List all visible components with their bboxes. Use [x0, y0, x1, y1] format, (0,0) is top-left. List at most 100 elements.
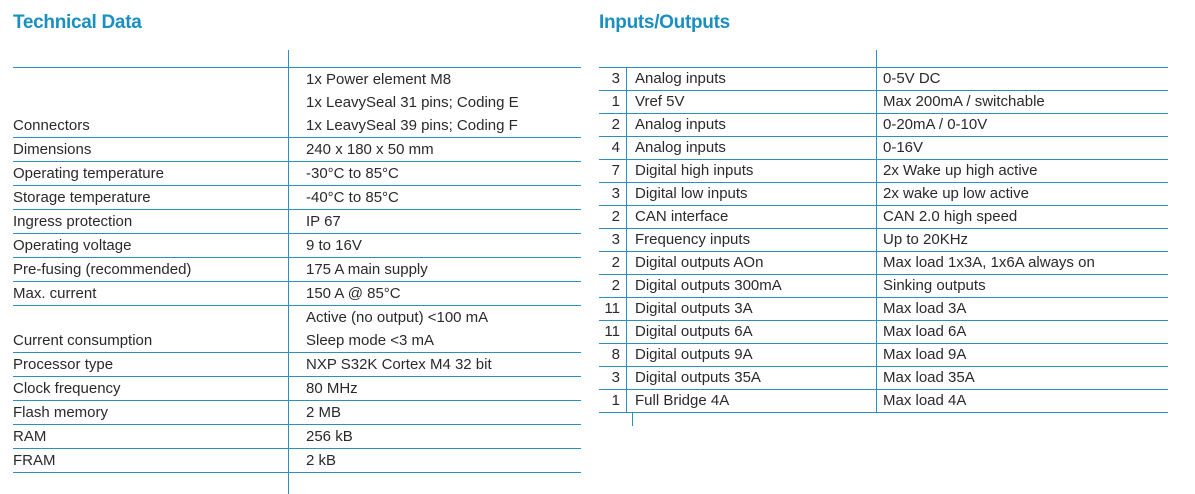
io-quantity: 11: [604, 300, 620, 317]
io-quantity: 2: [611, 254, 620, 271]
table-row: 3 Digital outputs 35A Max load 35A: [599, 366, 1168, 389]
spec-value: 9 to 16V: [288, 234, 580, 257]
spec-value-line: Active (no output) <100 mA: [306, 309, 489, 326]
table-row: 4 Analog inputs 0-16V: [599, 136, 1168, 159]
io-name: Full Bridge 4A: [626, 390, 876, 412]
io-value: Up to 20KHz: [876, 229, 1168, 251]
spec-value: 256 kB: [288, 425, 580, 448]
spec-label: Clock frequency: [13, 380, 121, 397]
spec-label: Operating temperature: [13, 165, 164, 182]
io-name: Digital low inputs: [626, 183, 876, 205]
spec-label: Flash memory: [13, 404, 109, 421]
io-name: Digital outputs 3A: [626, 298, 876, 320]
spec-label: Dimensions: [13, 141, 92, 158]
io-name: Analog inputs: [626, 68, 876, 90]
table-row: Pre-fusing (recommended) 175 A main suppl…: [13, 257, 581, 281]
table-row: Max. current 150 A @ 85°C: [13, 281, 581, 305]
table-row: 7 Digital high inputs 2x Wake up high acti…: [599, 159, 1168, 182]
io-value: Max load 4A: [876, 390, 1168, 412]
spec-value-line: 256 kB: [306, 428, 353, 445]
table-row: 2 Digital outputs 300mA Sinking outputs: [599, 274, 1168, 297]
io-quantity: 4: [611, 139, 620, 156]
io-value: Max 200mA / switchable: [876, 91, 1168, 113]
io-quantity: 2: [611, 277, 620, 294]
spec-value-line: 240 x 180 x 50 mm: [306, 141, 434, 158]
table-row: 3 Digital low inputs 2x wake up low active: [599, 182, 1168, 205]
spec-label: Connectors: [13, 117, 90, 134]
table-row: Operating temperature -30°C to 85°C: [13, 161, 581, 185]
io-name: Vref 5V: [626, 91, 876, 113]
spec-value-line: 175 A main supply: [306, 261, 428, 278]
spec-value-line: 9 to 16V: [306, 237, 362, 254]
table-row: 11 Digital outputs 6A Max load 6A: [599, 320, 1168, 343]
spec-value: Active (no output) <100 mA Sleep mode <3 …: [288, 306, 580, 352]
technical-data-title: Technical Data: [13, 12, 142, 33]
table-row: 8 Digital outputs 9A Max load 9A: [599, 343, 1168, 366]
table-row: FRAM 2 kB: [13, 448, 581, 472]
io-value: CAN 2.0 high speed: [876, 206, 1168, 228]
io-value: Max load 3A: [876, 298, 1168, 320]
io-value: Max load 1x3A, 1x6A always on: [876, 252, 1168, 274]
io-quantity: 3: [611, 70, 620, 87]
io-value: Sinking outputs: [876, 275, 1168, 297]
table-row: 1 Vref 5V Max 200mA / switchable: [599, 90, 1168, 113]
table-row: Storage temperature -40°C to 85°C: [13, 185, 581, 209]
inputs-outputs-table: 3 Analog inputs 0-5V DC 1 Vref 5V Max 200mA /…: [599, 50, 1168, 426]
io-value: Max load 9A: [876, 344, 1168, 366]
spec-value: 80 MHz: [288, 377, 580, 400]
table-spacer: [13, 50, 581, 67]
table-tail: [13, 472, 581, 494]
spec-value-line: 2 kB: [306, 452, 337, 469]
spec-value: 175 A main supply: [288, 258, 580, 281]
io-quantity: 2: [611, 208, 620, 225]
io-value: Max load 6A: [876, 321, 1168, 343]
io-quantity: 3: [611, 369, 620, 386]
io-quantity: 3: [611, 231, 620, 248]
io-name: Digital outputs 9A: [626, 344, 876, 366]
spec-value: NXP S32K Cortex M4 32 bit: [288, 353, 580, 376]
io-quantity: 3: [611, 185, 620, 202]
table-row: 2 Analog inputs 0-20mA / 0-10V: [599, 113, 1168, 136]
spec-value: 2 MB: [288, 401, 580, 424]
io-quantity: 8: [611, 346, 620, 363]
table-row: Connectors 1x Power element M8 1x LeavySea…: [13, 67, 581, 137]
spec-value: 1x Power element M8 1x LeavySeal 31 pins;…: [288, 68, 580, 137]
io-value: 0-16V: [876, 137, 1168, 159]
io-name: Digital outputs 6A: [626, 321, 876, 343]
spec-label: Ingress protection: [13, 213, 133, 230]
spec-value-line: 1x LeavySeal 39 pins; Coding F: [306, 117, 518, 134]
io-name: Frequency inputs: [626, 229, 876, 251]
table-row: Current consumption Active (no output) <1…: [13, 305, 581, 352]
table-row: Dimensions 240 x 180 x 50 mm: [13, 137, 581, 161]
spec-label: Max. current: [13, 285, 97, 302]
table-row: 2 CAN interface CAN 2.0 high speed: [599, 205, 1168, 228]
table-row: Clock frequency 80 MHz: [13, 376, 581, 400]
spec-label: Current consumption: [13, 332, 153, 349]
io-quantity: 7: [611, 162, 620, 179]
spec-label: Processor type: [13, 356, 114, 373]
io-quantity: 1: [611, 93, 620, 110]
table-row: RAM 256 kB: [13, 424, 581, 448]
table-row: 11 Digital outputs 3A Max load 3A: [599, 297, 1168, 320]
spec-value-line: 150 A @ 85°C: [306, 285, 401, 302]
spec-label: Pre-fusing (recommended): [13, 261, 192, 278]
spec-value: 150 A @ 85°C: [288, 282, 580, 305]
spec-value: -40°C to 85°C: [288, 186, 580, 209]
spec-value: 2 kB: [288, 449, 580, 472]
io-name: Digital outputs 300mA: [626, 275, 876, 297]
io-name: CAN interface: [626, 206, 876, 228]
table-tail: [599, 412, 1168, 426]
io-name: Digital outputs 35A: [626, 367, 876, 389]
io-name: Digital high inputs: [626, 160, 876, 182]
spec-value: 240 x 180 x 50 mm: [288, 138, 580, 161]
io-value: 0-20mA / 0-10V: [876, 114, 1168, 136]
spec-value-line: -30°C to 85°C: [306, 165, 399, 182]
spec-value: IP 67: [288, 210, 580, 233]
table-row: Processor type NXP S32K Cortex M4 32 bit: [13, 352, 581, 376]
spec-value-line: Sleep mode <3 mA: [306, 332, 434, 349]
table-row: 3 Analog inputs 0-5V DC: [599, 67, 1168, 90]
spec-value-line: 2 MB: [306, 404, 342, 421]
io-name: Digital outputs AOn: [626, 252, 876, 274]
spec-value-line: IP 67: [306, 213, 341, 230]
io-quantity: 1: [611, 392, 620, 409]
